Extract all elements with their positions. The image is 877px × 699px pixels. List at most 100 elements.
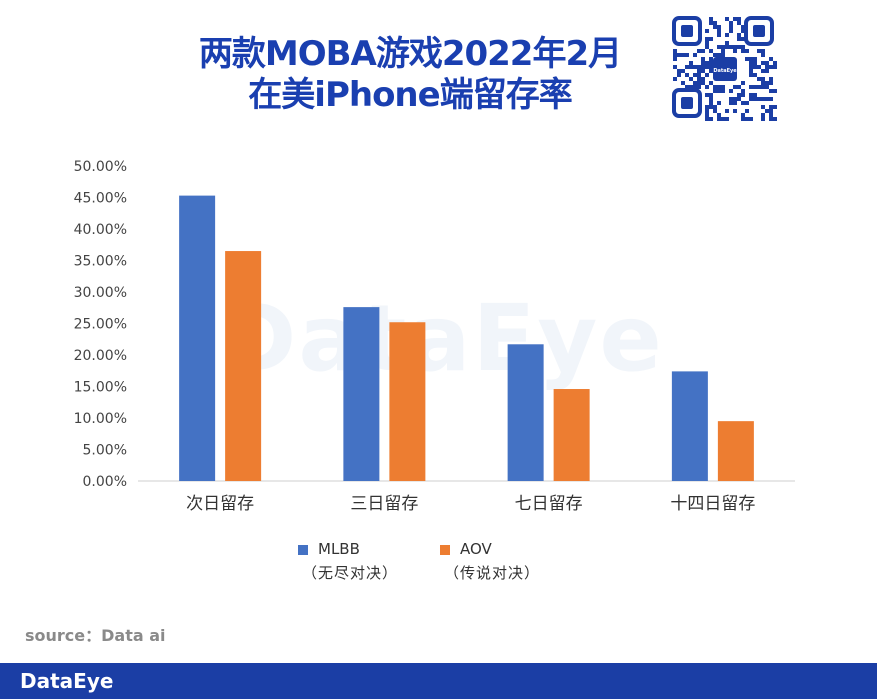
qr-module: [761, 85, 765, 89]
qr-finder-outer: [672, 16, 702, 46]
qr-module: [705, 61, 709, 65]
qr-module: [693, 85, 697, 89]
qr-module: [689, 77, 693, 81]
qr-module: [709, 81, 713, 85]
qr-module: [701, 81, 705, 85]
qr-module: [761, 81, 765, 85]
qr-module: [685, 73, 689, 77]
qr-module: [693, 53, 697, 57]
qr-module: [737, 85, 741, 89]
qr-module: [709, 17, 713, 21]
qr-module: [705, 109, 709, 113]
qr-module: [761, 53, 765, 57]
y-tick-label: 0.00%: [83, 474, 127, 490]
qr-module: [761, 117, 765, 121]
qr-module: [717, 53, 721, 57]
qr-module: [673, 53, 677, 57]
bar-mlbb: [671, 371, 708, 481]
qr-module: [765, 61, 769, 65]
qr-module: [693, 81, 697, 85]
qr-finder-outer: [672, 88, 702, 118]
qr-module: [761, 105, 765, 109]
qr-module: [745, 117, 749, 121]
source-note: source：Data ai: [25, 626, 166, 645]
x-tick-label: 三日留存: [350, 494, 418, 514]
legend-swatch-mlbb: [298, 545, 308, 555]
qr-module: [717, 101, 721, 105]
qr-module: [713, 25, 717, 29]
qr-module: [705, 41, 709, 45]
qr-module: [697, 49, 701, 53]
qr-module: [749, 73, 753, 77]
qr-module: [769, 81, 773, 85]
qr-module: [697, 81, 701, 85]
qr-module: [693, 73, 697, 77]
qr-module: [757, 97, 761, 101]
footer-brand-logo: DataEye: [20, 669, 114, 693]
qr-module: [753, 93, 757, 97]
bar-aov: [389, 322, 426, 481]
bar-aov: [225, 251, 262, 481]
qr-module: [717, 117, 721, 121]
y-tick-label: 30.00%: [74, 285, 127, 301]
y-tick-label: 50.00%: [74, 159, 127, 175]
qr-module: [717, 85, 721, 89]
qr-module: [741, 113, 745, 117]
qr-module: [705, 105, 709, 109]
qr-module: [745, 57, 749, 61]
qr-module: [705, 85, 709, 89]
qr-module: [773, 117, 777, 121]
legend-swatch-aov: [440, 545, 450, 555]
qr-module: [741, 45, 745, 49]
qr-module: [709, 93, 713, 97]
qr-module: [721, 89, 725, 93]
qr-module: [761, 49, 765, 53]
qr-module: [689, 65, 693, 69]
chart-title-line2: 在美iPhone端留存率: [248, 75, 572, 115]
qr-module: [737, 17, 741, 21]
bar-aov: [717, 421, 754, 481]
qr-module: [693, 65, 697, 69]
bar-mlbb: [179, 195, 216, 482]
qr-module: [701, 69, 705, 73]
qr-module: [717, 33, 721, 37]
qr-module: [757, 77, 761, 81]
qr-module: [709, 65, 713, 69]
qr-module: [769, 89, 773, 93]
qr-module: [705, 37, 709, 41]
qr-module: [725, 109, 729, 113]
qr-module: [697, 69, 701, 73]
qr-module: [705, 29, 709, 33]
qr-module: [681, 81, 685, 85]
qr-badge-text: DataEye: [713, 68, 737, 74]
qr-module: [713, 85, 717, 89]
qr-module: [733, 101, 737, 105]
qr-module: [765, 97, 769, 101]
qr-module: [737, 33, 741, 37]
bar-aov: [553, 389, 590, 481]
qr-module: [697, 65, 701, 69]
qr-module: [765, 65, 769, 69]
qr-module: [685, 53, 689, 57]
qr-module: [749, 65, 753, 69]
qr-module: [673, 65, 677, 69]
qr-module: [709, 61, 713, 65]
qr-module: [773, 65, 777, 69]
qr-module: [709, 49, 713, 53]
qr-module: [729, 25, 733, 29]
y-tick-label: 10.00%: [74, 411, 127, 427]
qr-module: [705, 45, 709, 49]
qr-module: [701, 49, 705, 53]
qr-module: [705, 65, 709, 69]
qr-module: [709, 37, 713, 41]
qr-module: [761, 113, 765, 117]
qr-module: [709, 57, 713, 61]
chart-title-line1: 两款MOBA游戏2022年2月: [198, 34, 622, 74]
qr-module: [733, 85, 737, 89]
qr-module: [725, 17, 729, 21]
qr-module: [757, 65, 761, 69]
qr-module: [713, 109, 717, 113]
qr-module: [765, 85, 769, 89]
qr-module: [677, 69, 681, 73]
qr-center-badge: [713, 57, 737, 81]
